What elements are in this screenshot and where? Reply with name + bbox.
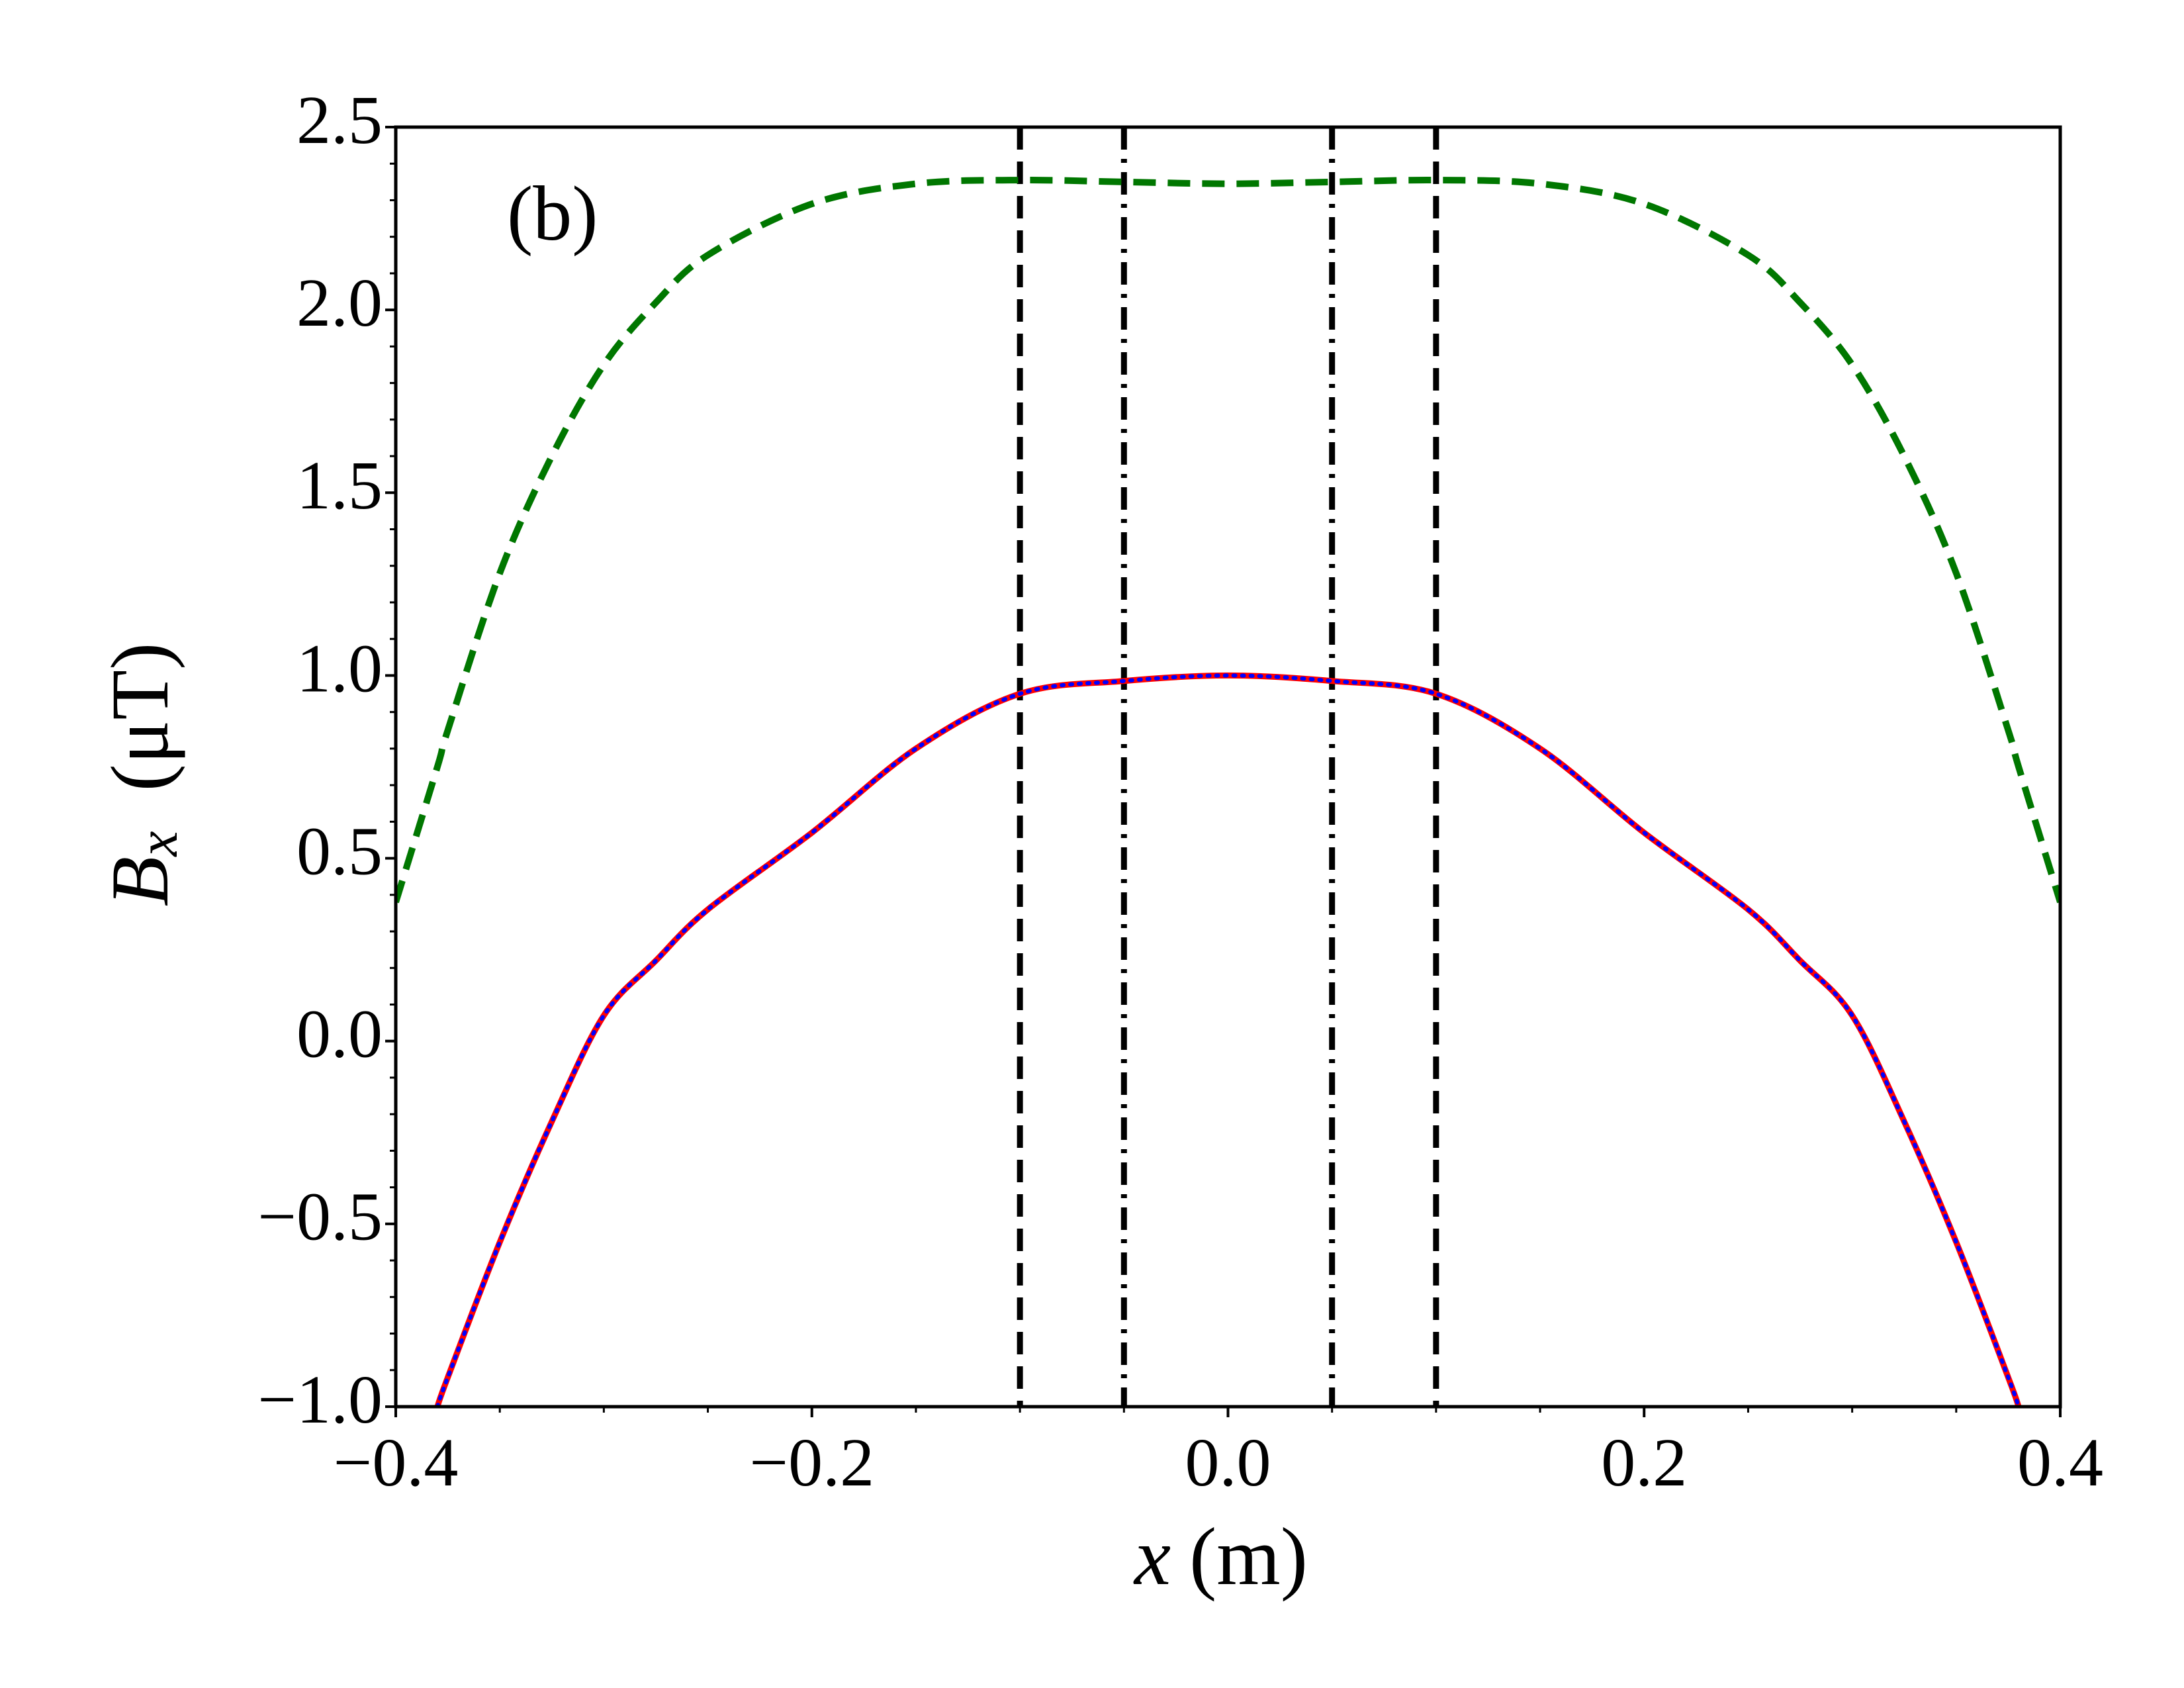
x-tick-label: 0.4 — [2017, 1425, 2103, 1501]
y-label-subscript: x — [126, 831, 189, 857]
y-label-symbol: B — [95, 857, 185, 907]
y-tick-label: −1.0 — [257, 1362, 383, 1438]
y-tick-label: 0.0 — [296, 996, 383, 1072]
y-tick-label: 2.0 — [296, 265, 383, 341]
x-label-symbol: x — [1133, 1511, 1171, 1602]
data-line — [435, 673, 2021, 1407]
x-tick-label: 0.2 — [1601, 1425, 1687, 1501]
y-tick-label: 2.5 — [296, 82, 383, 158]
x-tick-label: −0.2 — [749, 1425, 874, 1501]
x-tick-label: −0.4 — [334, 1425, 459, 1501]
panel-label: (b) — [507, 170, 598, 257]
y-label-unit: (μT) — [95, 643, 185, 792]
y-axis-label: Bx (μT) — [95, 643, 189, 907]
y-tick-label: 0.5 — [296, 813, 383, 889]
x-label-unit: (m) — [1189, 1511, 1308, 1602]
series-group — [396, 127, 2060, 1407]
y-tick-label: 1.5 — [296, 447, 383, 524]
y-tick-label: −0.5 — [257, 1179, 383, 1255]
x-axis-label: x (m) — [1133, 1511, 1308, 1602]
y-tick-label: 1.0 — [296, 630, 383, 706]
data-line — [396, 177, 2060, 904]
x-tick-label: 0.0 — [1185, 1425, 1271, 1501]
